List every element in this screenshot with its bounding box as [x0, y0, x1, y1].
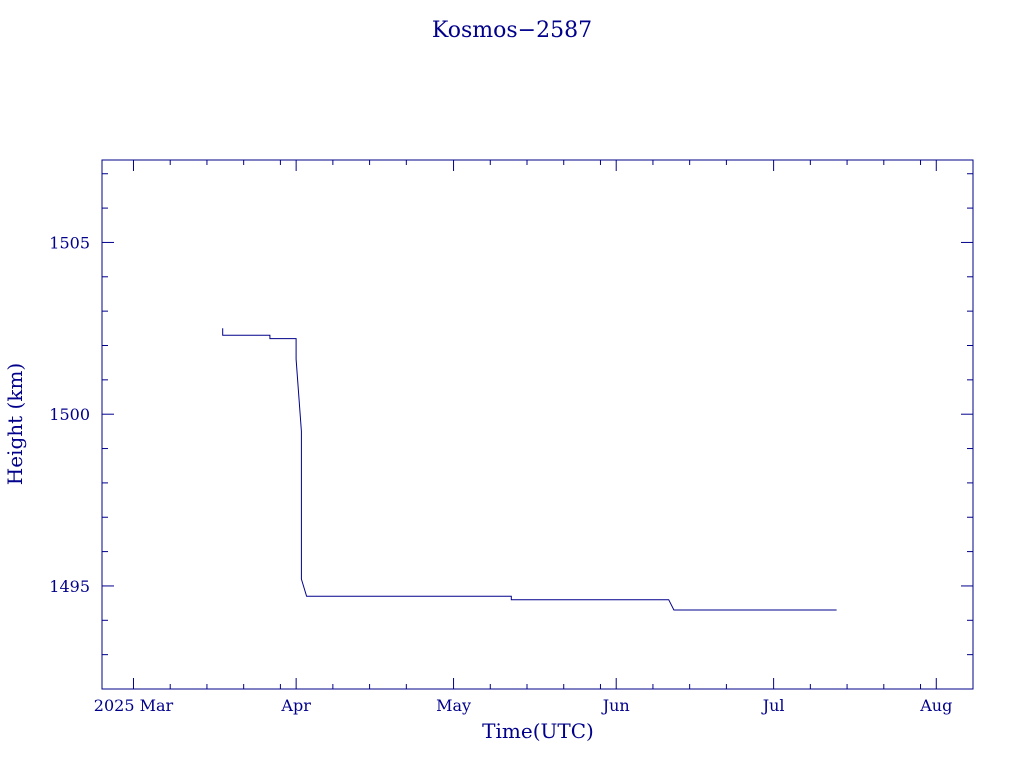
y-tick-label: 1495 [49, 577, 90, 596]
x-tick-label: Apr [280, 696, 311, 715]
y-axis-label: Height (km) [3, 363, 27, 485]
x-tick-label: Jul [761, 696, 785, 715]
x-tick-label: 2025 Mar [94, 696, 174, 715]
x-tick-label: Jun [601, 696, 630, 715]
chart-title: Kosmos−2587 [432, 18, 592, 43]
x-axis-label: Time(UTC) [482, 719, 594, 743]
tick-marks [102, 160, 973, 690]
y-tick-labels: 1495 1500 1505 [49, 233, 90, 596]
series-line [222, 328, 837, 611]
x-tick-label: Aug [919, 696, 952, 715]
x-tick-label: May [436, 696, 471, 715]
plot-frame [101, 159, 974, 690]
x-tick-labels: 2025 Mar Apr May Jun Jul Aug [94, 696, 953, 715]
y-tick-label: 1505 [49, 233, 90, 252]
y-tick-label: 1500 [49, 405, 90, 424]
